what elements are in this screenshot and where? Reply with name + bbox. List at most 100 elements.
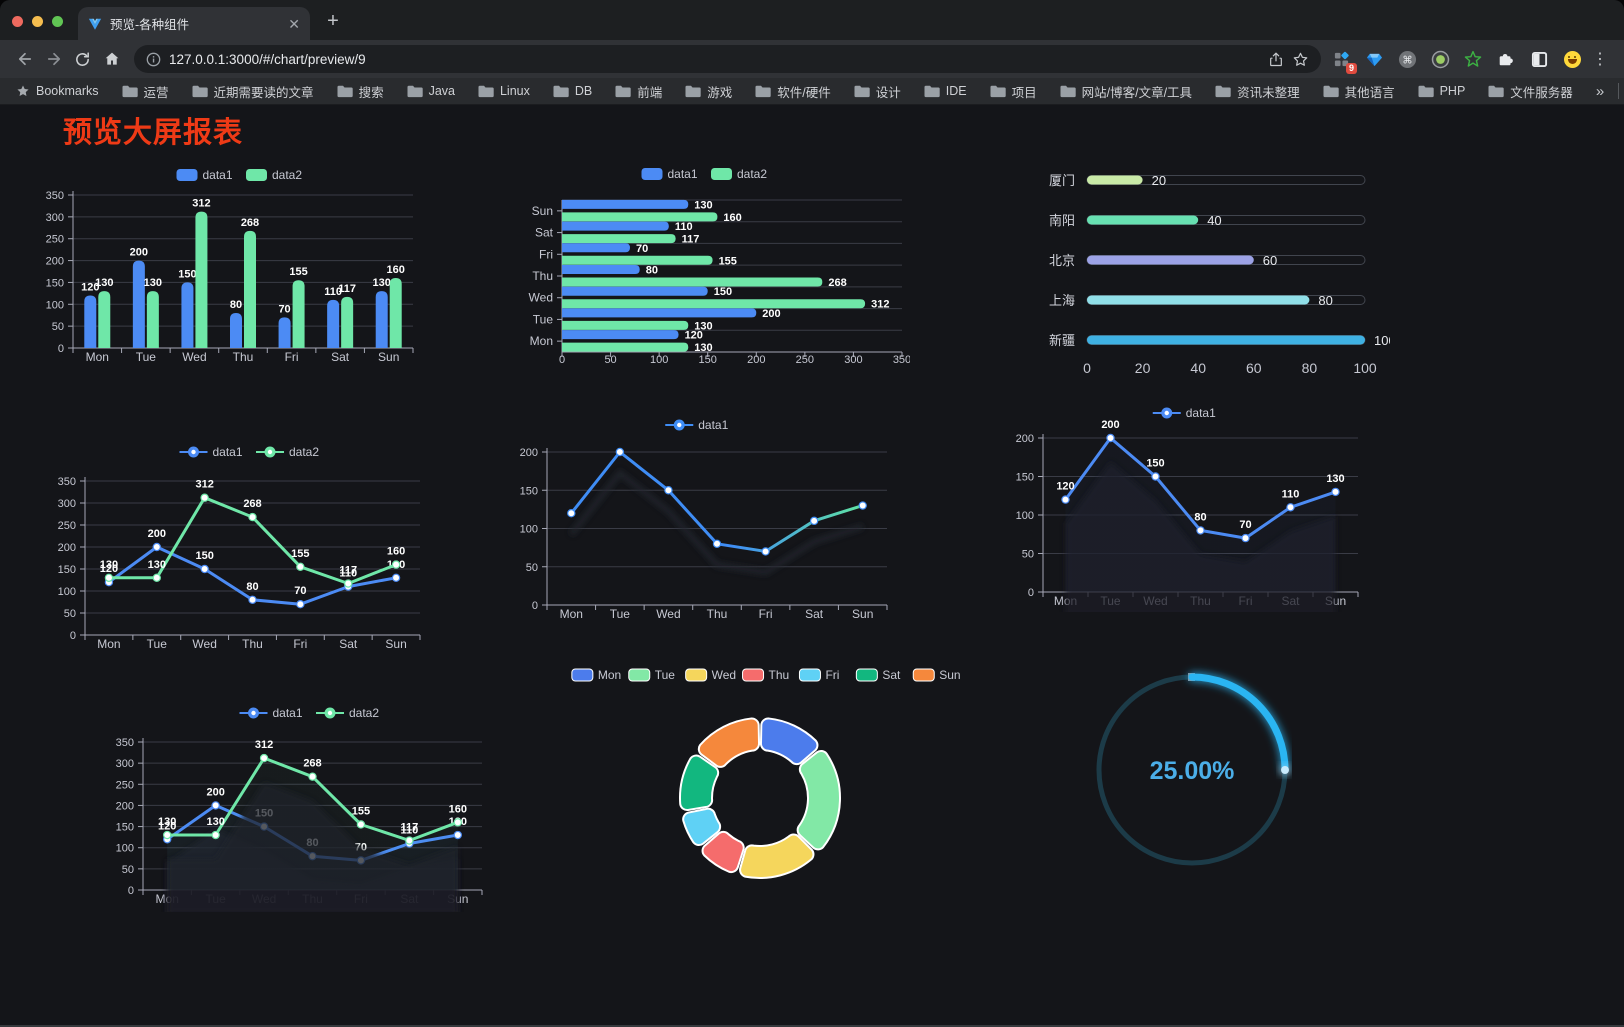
svg-text:312: 312 bbox=[195, 479, 213, 491]
tab-close-icon[interactable]: ✕ bbox=[288, 15, 300, 32]
url-bar[interactable]: 127.0.0.1:3000/#/chart/preview/9 bbox=[134, 45, 1321, 73]
svg-text:Thu: Thu bbox=[707, 607, 728, 621]
svg-text:100: 100 bbox=[1016, 510, 1034, 522]
svg-text:70: 70 bbox=[636, 243, 648, 255]
close-window-button[interactable] bbox=[12, 16, 23, 27]
bookmark-star-icon[interactable] bbox=[1292, 51, 1309, 68]
svg-text:117: 117 bbox=[339, 565, 357, 577]
bookmarks-bar: Bookmarks 运营 近期需要读的文章 搜索 Java Linux DB 前端 游戏 软件/硬… bbox=[0, 78, 1624, 105]
chart-line-gradient[interactable]: 0 50 100 150 200 Mon Tue Wed Thu Fri Sat Sun data1 bbox=[500, 400, 895, 625]
bookmark-folder[interactable]: 设计 bbox=[854, 82, 901, 101]
svg-text:300: 300 bbox=[116, 758, 134, 770]
bookmark-folder[interactable]: 搜索 bbox=[337, 82, 384, 101]
record-extension-icon[interactable] bbox=[1430, 49, 1450, 69]
svg-text:130: 130 bbox=[694, 199, 712, 211]
bookmark-folder[interactable]: 前端 bbox=[615, 82, 662, 101]
bookmark-folder[interactable]: 近期需要读的文章 bbox=[192, 82, 314, 101]
svg-text:80: 80 bbox=[1194, 511, 1206, 523]
bookmark-folder[interactable]: 网站/博客/文章/工具 bbox=[1060, 82, 1192, 101]
folder-icon bbox=[337, 85, 353, 98]
back-button[interactable] bbox=[10, 45, 39, 74]
puzzle-extension-icon[interactable] bbox=[1496, 49, 1516, 69]
svg-text:data2: data2 bbox=[349, 706, 379, 720]
svg-text:200: 200 bbox=[116, 800, 134, 812]
bookmark-folder[interactable]: Linux bbox=[478, 84, 530, 98]
grid-extension-icon[interactable]: 9 bbox=[1331, 49, 1357, 74]
chart-line-two-series[interactable]: 0 50 100 150 200 250 300 350 Mon Tue Wed Thu Fri Sat S… bbox=[40, 430, 460, 662]
svg-text:120: 120 bbox=[685, 330, 703, 342]
bookmark-folder[interactable]: IDE bbox=[924, 84, 967, 98]
site-info-icon[interactable] bbox=[146, 52, 161, 67]
new-tab-button[interactable]: + bbox=[327, 9, 339, 32]
svg-text:130: 130 bbox=[100, 559, 118, 571]
svg-text:Sun: Sun bbox=[939, 668, 960, 682]
svg-text:80: 80 bbox=[246, 581, 258, 593]
svg-text:120: 120 bbox=[1056, 481, 1074, 493]
svg-text:Fri: Fri bbox=[293, 637, 307, 651]
svg-text:0: 0 bbox=[70, 630, 76, 642]
chart-donut-pie[interactable]: Mon Tue Wed Thu Fri Sat Sun bbox=[555, 660, 965, 905]
folder-icon bbox=[407, 85, 423, 98]
chart-gauge[interactable]: 25.00% bbox=[1092, 662, 1292, 878]
svg-text:Mon: Mon bbox=[560, 607, 583, 621]
contrast-extension-icon[interactable] bbox=[1529, 49, 1549, 69]
bookmark-folder[interactable]: DB bbox=[553, 84, 592, 98]
chart-progress-bars[interactable]: 厦门 20 南阳 40 北京 60 上海 80 新疆 100 0 20 40 60 80 100 bbox=[990, 162, 1390, 383]
svg-text:350: 350 bbox=[893, 354, 910, 366]
svg-text:Mon: Mon bbox=[97, 637, 120, 651]
svg-text:100: 100 bbox=[520, 524, 538, 536]
chart-bar-horizontal[interactable]: 0 50 100 150 200 250 300 350 Sun 130 160 Sat 110 117 F… bbox=[500, 155, 910, 375]
svg-text:250: 250 bbox=[46, 234, 64, 246]
bookmark-folder[interactable]: PHP bbox=[1418, 84, 1465, 98]
bookmarks-root[interactable]: Bookmarks bbox=[16, 84, 99, 98]
gem-extension-icon[interactable] bbox=[1364, 49, 1384, 69]
bookmark-folder[interactable]: 项目 bbox=[990, 82, 1037, 101]
chart-area-two-series[interactable]: 050100150200250300350MonTueWedThuFriSatS… bbox=[100, 700, 520, 912]
emoji-extension-icon[interactable] bbox=[1562, 49, 1582, 69]
chart-bar-vertical[interactable]: 0 50 100 150 200 250 300 350 Mon Tue Wed Thu Fri Sat S… bbox=[40, 160, 440, 372]
extensions-row: 9 ⌘ bbox=[1331, 49, 1582, 74]
chart-svg: Mon Tue Wed Thu Fri Sat Sun bbox=[571, 668, 961, 879]
svg-text:Wed: Wed bbox=[656, 607, 680, 621]
svg-text:150: 150 bbox=[195, 550, 213, 562]
bookmark-folder[interactable]: 软件/硬件 bbox=[755, 82, 831, 101]
svg-text:117: 117 bbox=[682, 234, 700, 246]
browser-tab[interactable]: 预览-各种组件 ✕ bbox=[78, 7, 310, 40]
bookmark-folder[interactable]: 其他语言 bbox=[1323, 82, 1395, 101]
tab-title: 预览-各种组件 bbox=[110, 18, 190, 32]
bookmark-folder[interactable]: 文件服务器 bbox=[1488, 82, 1573, 101]
folder-icon bbox=[1215, 85, 1231, 98]
bookmarks-overflow-chevron[interactable]: » bbox=[1595, 82, 1605, 100]
share-icon[interactable] bbox=[1268, 51, 1284, 68]
svg-text:150: 150 bbox=[714, 286, 732, 298]
svg-text:70: 70 bbox=[278, 303, 290, 315]
url-text[interactable]: 127.0.0.1:3000/#/chart/preview/9 bbox=[169, 51, 366, 67]
forward-button[interactable] bbox=[39, 45, 68, 74]
maximize-window-button[interactable] bbox=[52, 16, 63, 27]
bookmark-folder[interactable]: 游戏 bbox=[685, 82, 732, 101]
home-button[interactable] bbox=[97, 45, 126, 74]
chart-svg: 25.00% bbox=[1096, 673, 1289, 866]
svg-text:Sun: Sun bbox=[385, 637, 406, 651]
bookmark-folder[interactable]: 资讯未整理 bbox=[1215, 82, 1300, 101]
svg-text:155: 155 bbox=[289, 266, 307, 278]
minimize-window-button[interactable] bbox=[32, 16, 43, 27]
reload-button[interactable] bbox=[68, 45, 97, 74]
svg-text:⌘: ⌘ bbox=[1402, 54, 1412, 66]
command-extension-icon[interactable]: ⌘ bbox=[1397, 49, 1417, 69]
svg-text:60: 60 bbox=[1263, 253, 1277, 268]
chart-svg: 050100150200250300350MonTueWedThuFriSatS… bbox=[116, 706, 483, 912]
svg-text:Fri: Fri bbox=[285, 350, 299, 364]
svg-text:Wed: Wed bbox=[182, 350, 206, 364]
svg-text:Sat: Sat bbox=[805, 607, 824, 621]
browser-menu-icon[interactable]: ⋮ bbox=[1592, 51, 1608, 68]
svg-text:200: 200 bbox=[1101, 419, 1119, 431]
svg-text:110: 110 bbox=[339, 568, 357, 580]
green-star-extension-icon[interactable] bbox=[1463, 49, 1483, 69]
bookmark-folder[interactable]: Java bbox=[407, 84, 455, 98]
bookmark-folder[interactable]: 运营 bbox=[122, 82, 169, 101]
svg-text:150: 150 bbox=[178, 268, 196, 280]
chart-area-single[interactable]: 050100150200MonTueWedThuFriSatSun1202001… bbox=[985, 390, 1385, 612]
